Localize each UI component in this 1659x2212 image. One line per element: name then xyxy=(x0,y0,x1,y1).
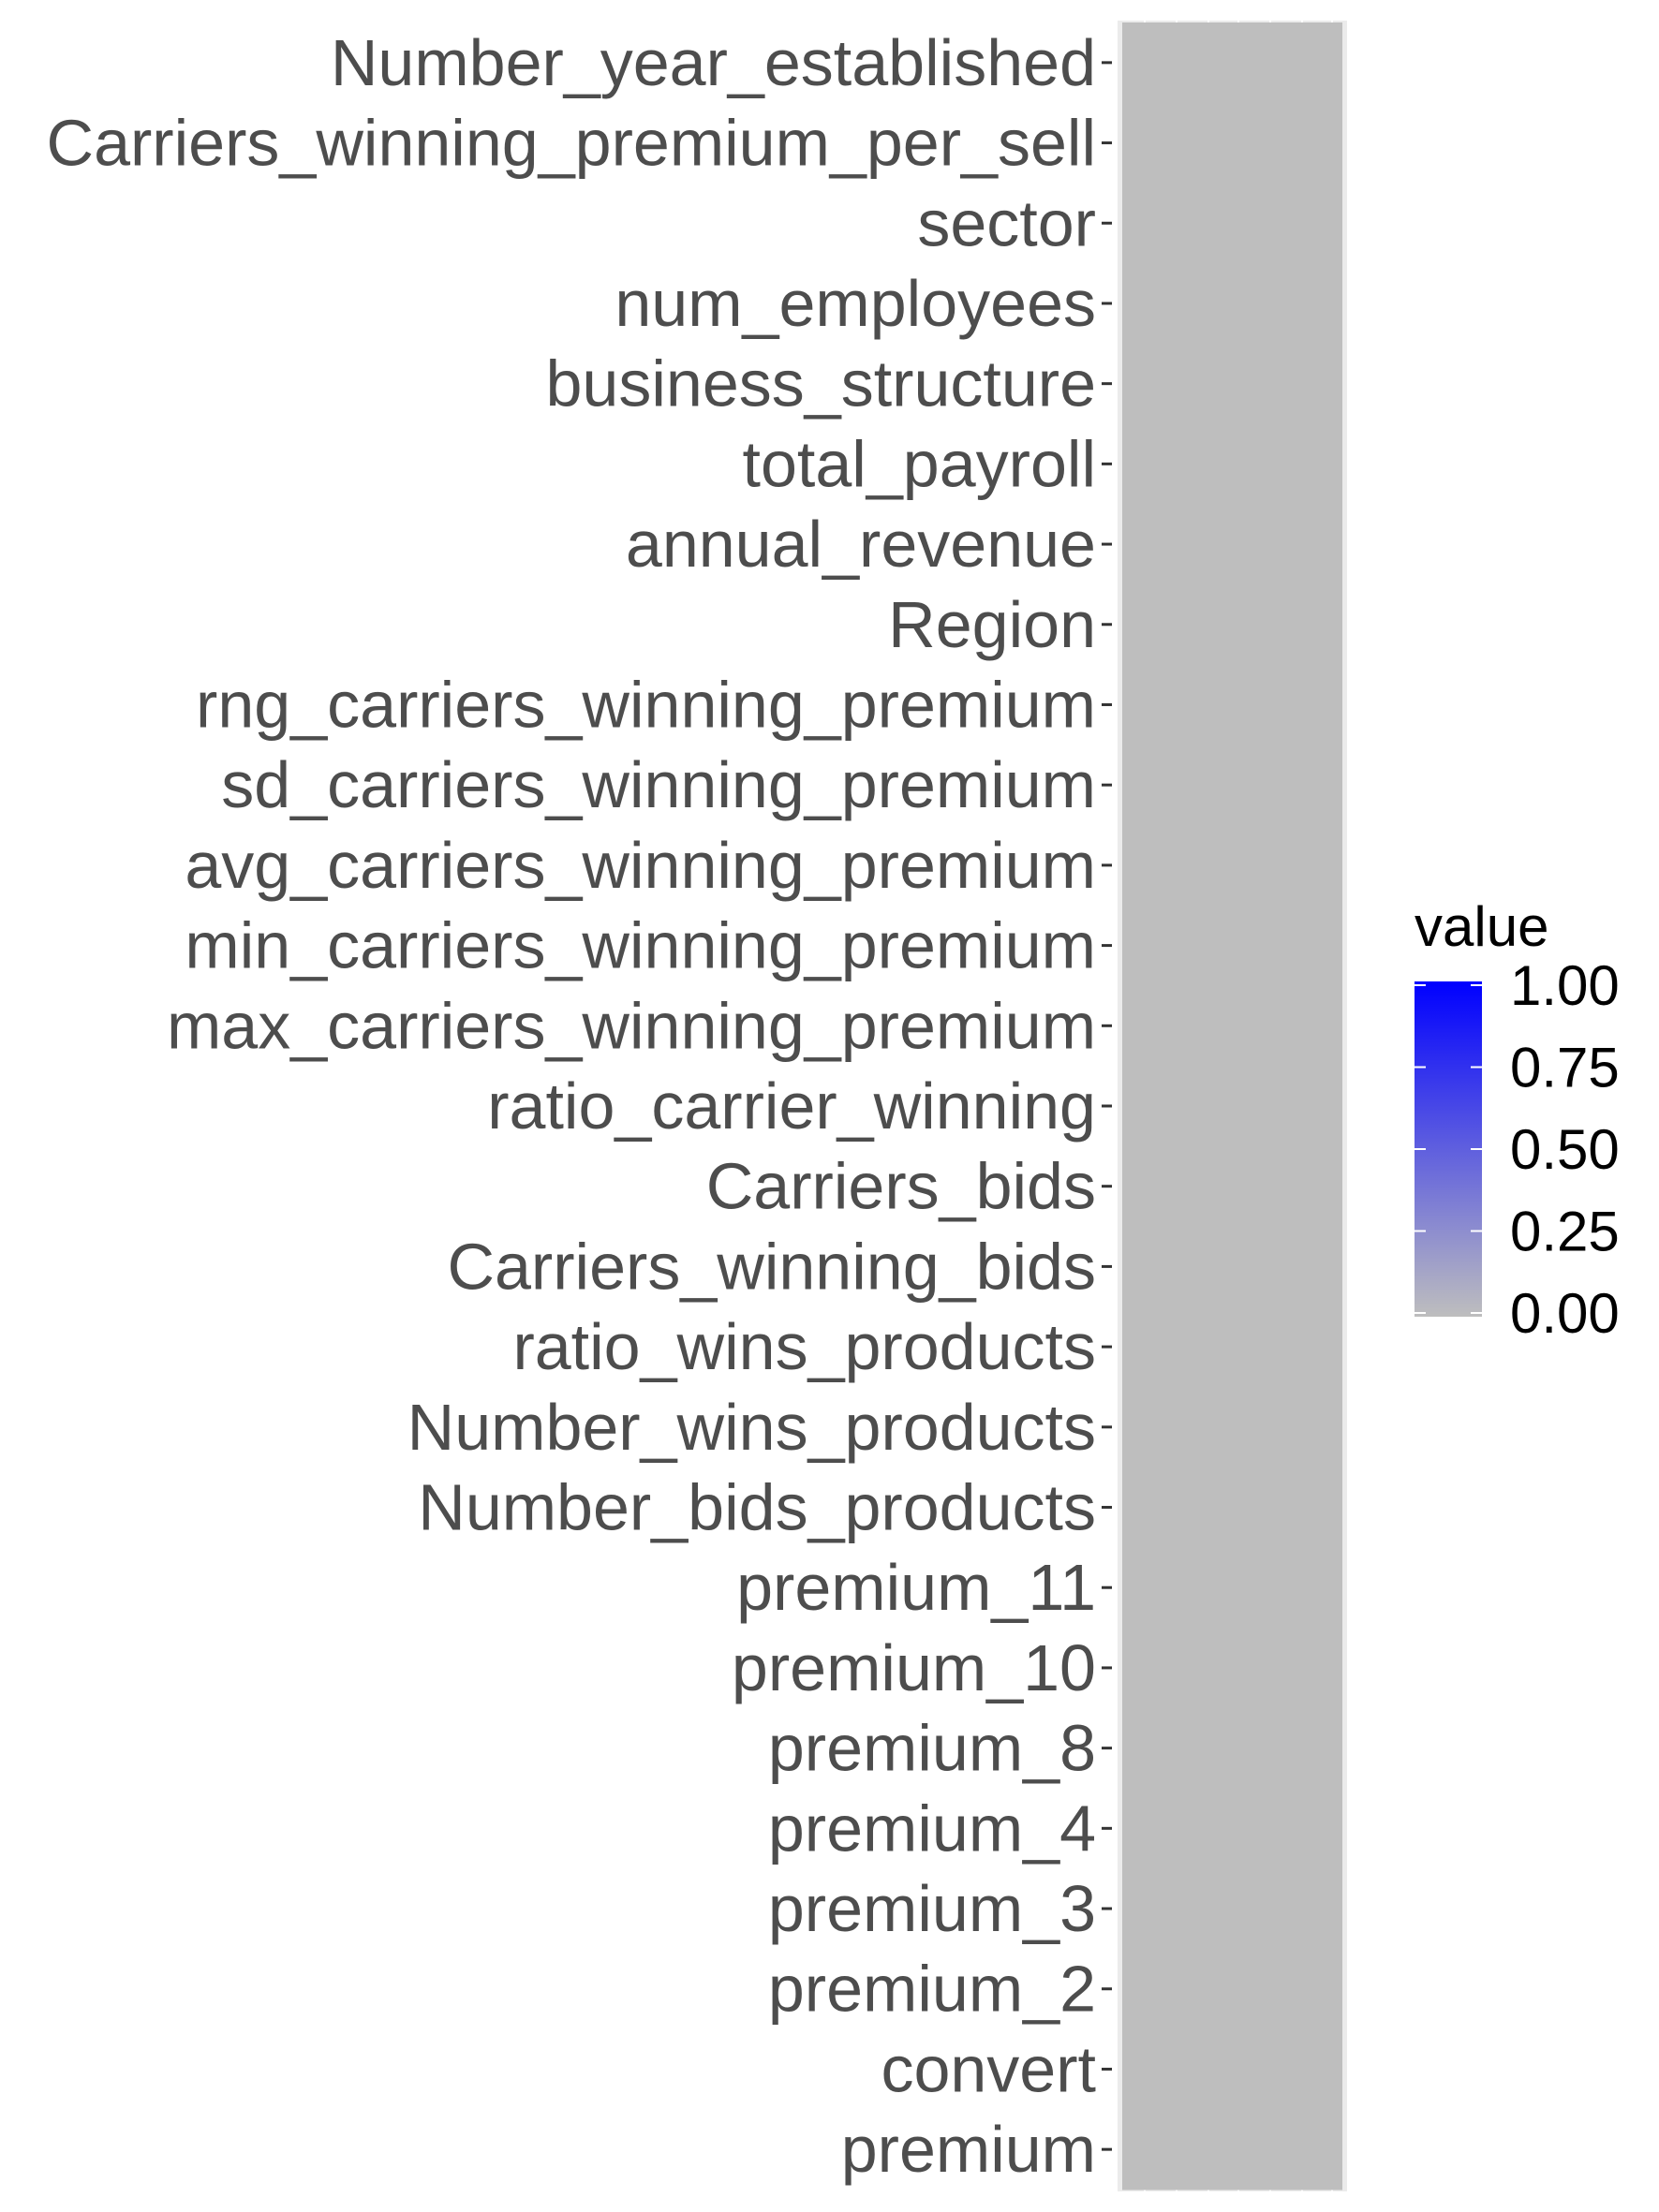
y-tick-label: business_structure xyxy=(545,347,1096,420)
heatmap-tile xyxy=(1122,1628,1342,1709)
y-tick-label: Region xyxy=(888,588,1096,661)
y-tick-label: premium_8 xyxy=(768,1712,1096,1785)
y-tick-label: annual_revenue xyxy=(626,508,1096,581)
heatmap-tile xyxy=(1122,183,1342,264)
heatmap-tile xyxy=(1122,423,1342,505)
y-tick-label: rng_carriers_winning_premium xyxy=(196,668,1096,741)
y-tick-label: num_employees xyxy=(615,267,1096,340)
y-tick-label: total_payroll xyxy=(743,427,1096,500)
heatmap-tile xyxy=(1122,1226,1342,1307)
y-tick-label: avg_carriers_winning_premium xyxy=(185,829,1096,902)
y-tick-label: Number_year_established xyxy=(331,26,1096,99)
legend-tick-label: 0.75 xyxy=(1510,1037,1620,1099)
heatmap-tile xyxy=(1122,343,1342,425)
y-tick-label: premium_10 xyxy=(732,1631,1096,1704)
y-tick-label: Number_bids_products xyxy=(418,1471,1096,1544)
y-tick-label: max_carriers_winning_premium xyxy=(167,989,1096,1062)
y-tick-label: premium_11 xyxy=(736,1551,1096,1624)
heatmap-tile xyxy=(1122,745,1342,826)
heatmap-tile xyxy=(1122,2109,1342,2190)
heatmap-tile xyxy=(1122,1948,1342,2030)
y-tick-label: Number_wins_products xyxy=(407,1391,1096,1464)
heatmap-tile xyxy=(1122,1868,1342,1950)
y-tick-label: ratio_wins_products xyxy=(512,1310,1096,1383)
y-tick-label: premium xyxy=(841,2113,1096,2186)
y-tick-label: Carriers_winning_premium_per_sell xyxy=(47,107,1096,180)
legend-title: value xyxy=(1415,895,1548,958)
heatmap-tile xyxy=(1122,1066,1342,1147)
heatmap-tile xyxy=(1122,263,1342,345)
heatmap-tile xyxy=(1122,583,1342,666)
heatmap-tile xyxy=(1122,1547,1342,1629)
y-tick-label: ratio_carrier_winning xyxy=(487,1069,1096,1143)
y-tick-label: min_carriers_winning_premium xyxy=(185,909,1096,982)
heatmap-tile xyxy=(1122,102,1342,184)
y-tick-label: Carriers_winning_bids xyxy=(447,1230,1096,1303)
legend-tick-label: 0.50 xyxy=(1510,1118,1620,1181)
heatmap-tile xyxy=(1122,985,1342,1067)
y-tick-label: convert xyxy=(881,2032,1096,2105)
heatmap-tile xyxy=(1122,1145,1342,1228)
legend-tick-label: 0.00 xyxy=(1510,1282,1620,1345)
y-axis: Number_year_established Carriers_winning_… xyxy=(47,26,1112,2186)
legend-ticks: 1.00 0.75 0.50 0.25 0.00 xyxy=(1415,954,1620,1345)
heatmap-tile xyxy=(1122,825,1342,907)
heatmap-tile xyxy=(1122,2028,1342,2110)
heatmap-tile xyxy=(1122,1467,1342,1548)
heatmap-tile xyxy=(1122,664,1342,745)
y-tick-label: sd_carriers_winning_premium xyxy=(221,748,1096,821)
heatmap-tile xyxy=(1122,1386,1342,1468)
legend-tick-label: 0.25 xyxy=(1510,1201,1620,1263)
heatmap-tile xyxy=(1122,22,1342,104)
y-tick-label: Carriers_bids xyxy=(706,1150,1096,1223)
heatmap-tile xyxy=(1122,1306,1342,1388)
heatmap-tile xyxy=(1122,1707,1342,1789)
color-legend: value 1.00 0.75 0.50 0.25 0.00 xyxy=(1415,895,1620,1345)
heatmap-tile xyxy=(1122,504,1342,585)
heatmap-tiles xyxy=(1122,22,1342,2190)
y-tick-label: premium_2 xyxy=(768,1953,1096,2026)
y-tick-label: sector xyxy=(917,186,1096,259)
y-tick-label: premium_4 xyxy=(768,1792,1096,1865)
y-tick-label: premium_3 xyxy=(768,1872,1096,1945)
legend-tick-label: 1.00 xyxy=(1510,954,1620,1017)
heatmap-tile xyxy=(1122,1788,1342,1869)
heatmap-tile xyxy=(1122,905,1342,986)
